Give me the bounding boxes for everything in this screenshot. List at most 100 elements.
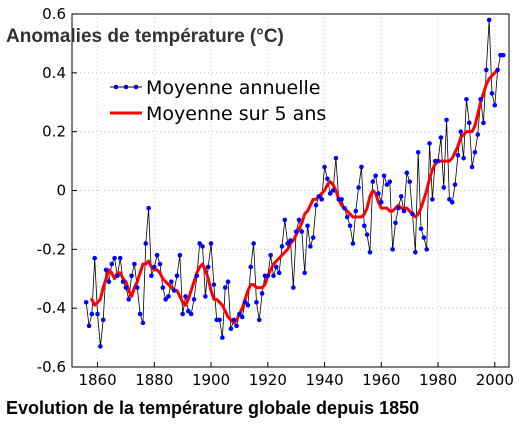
annual-mean-point xyxy=(200,244,205,249)
annual-mean-point xyxy=(424,247,430,252)
annual-mean-point xyxy=(447,197,452,202)
annual-mean-point xyxy=(441,185,447,190)
annual-mean-point xyxy=(126,297,132,302)
annual-mean-point xyxy=(361,223,367,229)
annual-mean-point xyxy=(313,202,319,208)
x-tick-label: 1860 xyxy=(78,371,116,389)
annual-mean-point xyxy=(501,52,506,58)
annual-mean-point xyxy=(293,229,299,234)
annual-mean-point xyxy=(444,117,449,123)
annual-mean-point xyxy=(191,297,197,302)
annual-mean-point xyxy=(171,288,177,293)
legend-annual-marker xyxy=(113,84,119,90)
annual-mean-point xyxy=(413,249,418,255)
annual-mean-point xyxy=(245,302,251,308)
annual-mean-point xyxy=(237,311,242,317)
annual-mean-point xyxy=(333,155,339,161)
annual-mean-point xyxy=(435,158,441,164)
x-tick-label: 2000 xyxy=(476,371,514,389)
annual-mean-point xyxy=(373,173,378,179)
annual-mean-point xyxy=(174,273,180,279)
annual-mean-point xyxy=(239,314,245,320)
annual-mean-point xyxy=(356,185,361,190)
annual-mean-point xyxy=(455,152,461,158)
annual-mean-point xyxy=(140,320,146,326)
y-axis-ticks: -0.6 -0.4 -0.2 0 0.2 0.4 0.6 xyxy=(37,5,77,376)
annual-mean-point xyxy=(461,155,466,161)
annual-mean-point xyxy=(132,261,137,267)
annual-mean-point xyxy=(478,97,483,102)
annual-mean-point xyxy=(274,264,279,270)
annual-mean-point xyxy=(342,205,347,211)
annual-mean-point xyxy=(407,179,412,184)
annual-mean-point xyxy=(379,199,384,205)
annual-mean-point xyxy=(296,217,302,223)
annual-mean-point xyxy=(154,252,160,258)
annual-mean-point xyxy=(203,294,208,299)
annual-mean-point xyxy=(285,241,290,246)
annual-mean-point xyxy=(92,255,97,261)
annual-mean-point xyxy=(310,235,316,240)
annual-mean-point xyxy=(410,211,415,217)
annual-mean-point xyxy=(180,311,185,317)
annual-mean-point xyxy=(259,291,265,296)
annual-mean-line xyxy=(85,19,504,347)
annual-mean-point xyxy=(288,238,293,243)
annual-mean-point xyxy=(364,232,370,237)
annual-mean-point xyxy=(322,164,327,170)
annual-mean-point xyxy=(316,194,322,199)
annual-mean-point xyxy=(401,208,407,214)
chart-title: Anomalies de température (°C) xyxy=(6,26,284,47)
annual-mean-point xyxy=(325,176,330,182)
annual-mean-point xyxy=(282,217,288,223)
annual-mean-point xyxy=(472,149,478,155)
annual-mean-point xyxy=(376,191,381,196)
annual-mean-point xyxy=(404,170,410,176)
annual-mean-point xyxy=(359,164,364,170)
y-tick-label: -0.4 xyxy=(37,299,66,317)
annual-mean-point xyxy=(217,317,222,323)
annual-mean-point xyxy=(438,135,444,140)
annual-mean-point xyxy=(225,279,231,284)
annual-mean-point xyxy=(299,229,305,234)
annual-mean-point xyxy=(319,197,325,202)
annual-mean-point xyxy=(177,252,183,258)
y-tick-label: 0.6 xyxy=(42,5,66,23)
annual-mean-point xyxy=(231,317,237,323)
annual-mean-point xyxy=(305,223,310,229)
annual-mean-point xyxy=(197,241,202,246)
chart-caption: Evolution de la température globale depu… xyxy=(6,398,419,418)
annual-mean-point xyxy=(330,188,336,193)
annual-mean-point xyxy=(398,194,404,199)
five-year-mean-line xyxy=(90,68,500,325)
annual-mean-point xyxy=(222,285,228,290)
annual-mean-point xyxy=(95,311,100,317)
annual-mean-point xyxy=(208,241,214,246)
annual-mean-point xyxy=(421,235,427,240)
annual-mean-point xyxy=(347,223,353,229)
annual-mean-point xyxy=(117,255,123,261)
annual-mean-point xyxy=(220,335,225,340)
annual-mean-point xyxy=(458,129,464,134)
legend: Moyenne annuelle Moyenne sur 5 ans xyxy=(110,77,326,125)
annual-mean-point xyxy=(308,244,313,249)
annual-mean-point xyxy=(495,67,500,73)
annual-mean-point xyxy=(169,279,174,284)
y-tick-label: -0.2 xyxy=(37,240,66,258)
annual-mean-point xyxy=(279,244,285,249)
annual-mean-point xyxy=(234,323,239,329)
legend-annual-marker xyxy=(133,84,139,90)
annual-mean-point xyxy=(143,241,149,246)
annual-mean-point xyxy=(251,241,256,246)
x-tick-label: 1940 xyxy=(305,371,343,389)
annual-mean-point xyxy=(120,279,126,284)
annual-mean-point xyxy=(137,311,143,317)
annual-mean-point xyxy=(112,255,117,261)
x-tick-label: 1920 xyxy=(249,371,287,389)
annual-mean-point xyxy=(484,67,489,73)
annual-mean-point xyxy=(418,226,424,232)
annual-mean-point xyxy=(271,273,276,279)
annual-mean-point xyxy=(211,282,217,287)
